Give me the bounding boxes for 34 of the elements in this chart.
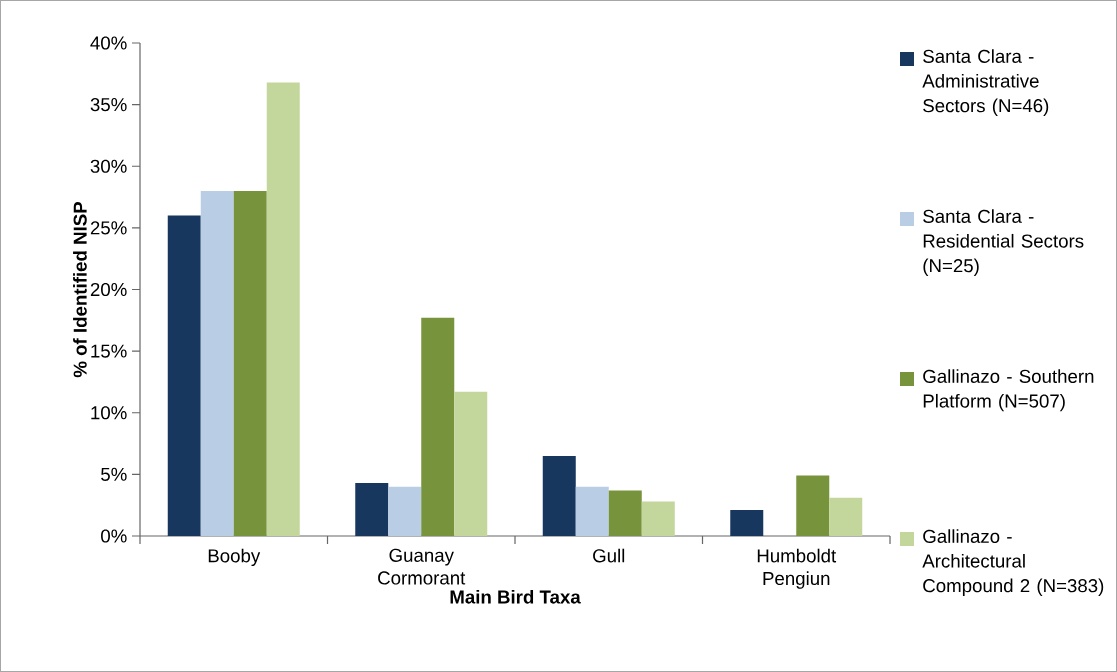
y-tick-label: 5%: [101, 467, 127, 481]
bar: [233, 190, 267, 536]
x-tick-label: Booby: [208, 548, 261, 567]
x-axis-title: Main Bird Taxa: [450, 589, 581, 604]
bar: [266, 82, 300, 536]
legend-label: Gallinazo - Southern Platform (N=507): [923, 369, 1094, 412]
bar: [421, 317, 455, 536]
bar: [796, 475, 830, 536]
bar: [355, 483, 389, 536]
y-tick-label: 10%: [91, 406, 127, 420]
bar: [730, 510, 764, 536]
y-axis-title: % of Identified NISP: [73, 201, 87, 378]
y-tick-label: 0%: [101, 529, 127, 543]
y-tick-label: 20%: [90, 282, 127, 297]
y-tick-label: 40%: [90, 36, 127, 50]
bar: [575, 486, 609, 536]
bar: [829, 497, 863, 536]
bar: [388, 486, 422, 536]
y-tick-label: 30%: [90, 159, 127, 173]
bar: [454, 391, 488, 536]
bar: [641, 501, 675, 536]
legend-label: Gallinazo - Architectural Compound 2 (N=383): [922, 529, 1104, 596]
bar: [608, 490, 642, 536]
bar: [167, 215, 201, 536]
y-tick-label: 15%: [91, 344, 127, 358]
legend-label: Santa Clara - Administrative Sectors (N=46): [922, 49, 1049, 116]
x-tick-label: Humboldt Pengiun: [757, 548, 837, 589]
y-tick-label: 35%: [90, 98, 127, 112]
legend-label: Santa Clara - Residential Sectors (N=25): [923, 209, 1084, 276]
y-tick-label: 25%: [90, 221, 127, 235]
bar: [200, 190, 234, 536]
bar: [542, 455, 576, 536]
x-tick-label: Guanay Cormorant: [378, 548, 466, 585]
x-tick-label: Gull: [593, 548, 625, 563]
